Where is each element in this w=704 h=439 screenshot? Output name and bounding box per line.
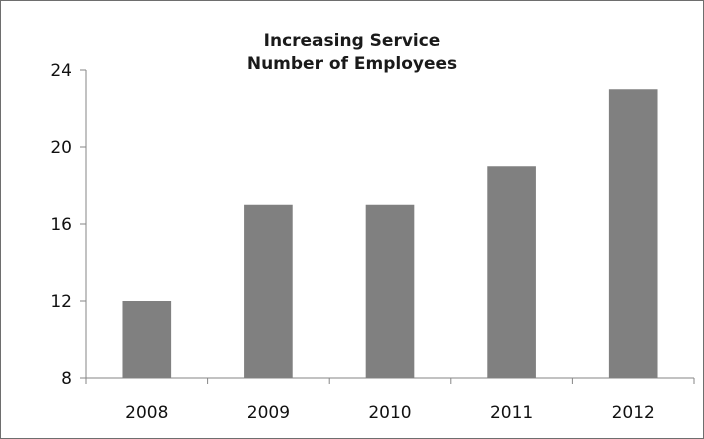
bar-series — [122, 89, 658, 378]
y-axis: 8 12 16 20 24 — [50, 61, 87, 389]
x-axis: 2008 2009 2010 2011 2012 — [85, 377, 695, 423]
bar-2012 — [608, 89, 658, 378]
x-tick-label: 2010 — [368, 403, 411, 423]
bar-2011 — [487, 166, 536, 378]
chart-title-line-1: Increasing Service — [263, 31, 441, 51]
chart-title: Increasing Service Number of Employees — [0, 30, 704, 76]
x-tick-label: 2008 — [125, 403, 168, 423]
bar-2009 — [244, 204, 293, 378]
y-tick-label: 24 — [50, 61, 72, 81]
y-tick-label: 12 — [50, 292, 72, 312]
chart-title-line-2: Number of Employees — [246, 54, 458, 74]
bar-2010 — [365, 204, 415, 378]
y-tick-label: 16 — [50, 215, 72, 235]
y-tick-label: 20 — [50, 138, 72, 158]
bar-2008 — [122, 301, 172, 378]
x-tick-label: 2012 — [612, 403, 655, 423]
x-tick-label: 2011 — [490, 403, 533, 423]
x-tick-label: 2009 — [247, 403, 290, 423]
y-tick-label: 8 — [61, 369, 72, 389]
